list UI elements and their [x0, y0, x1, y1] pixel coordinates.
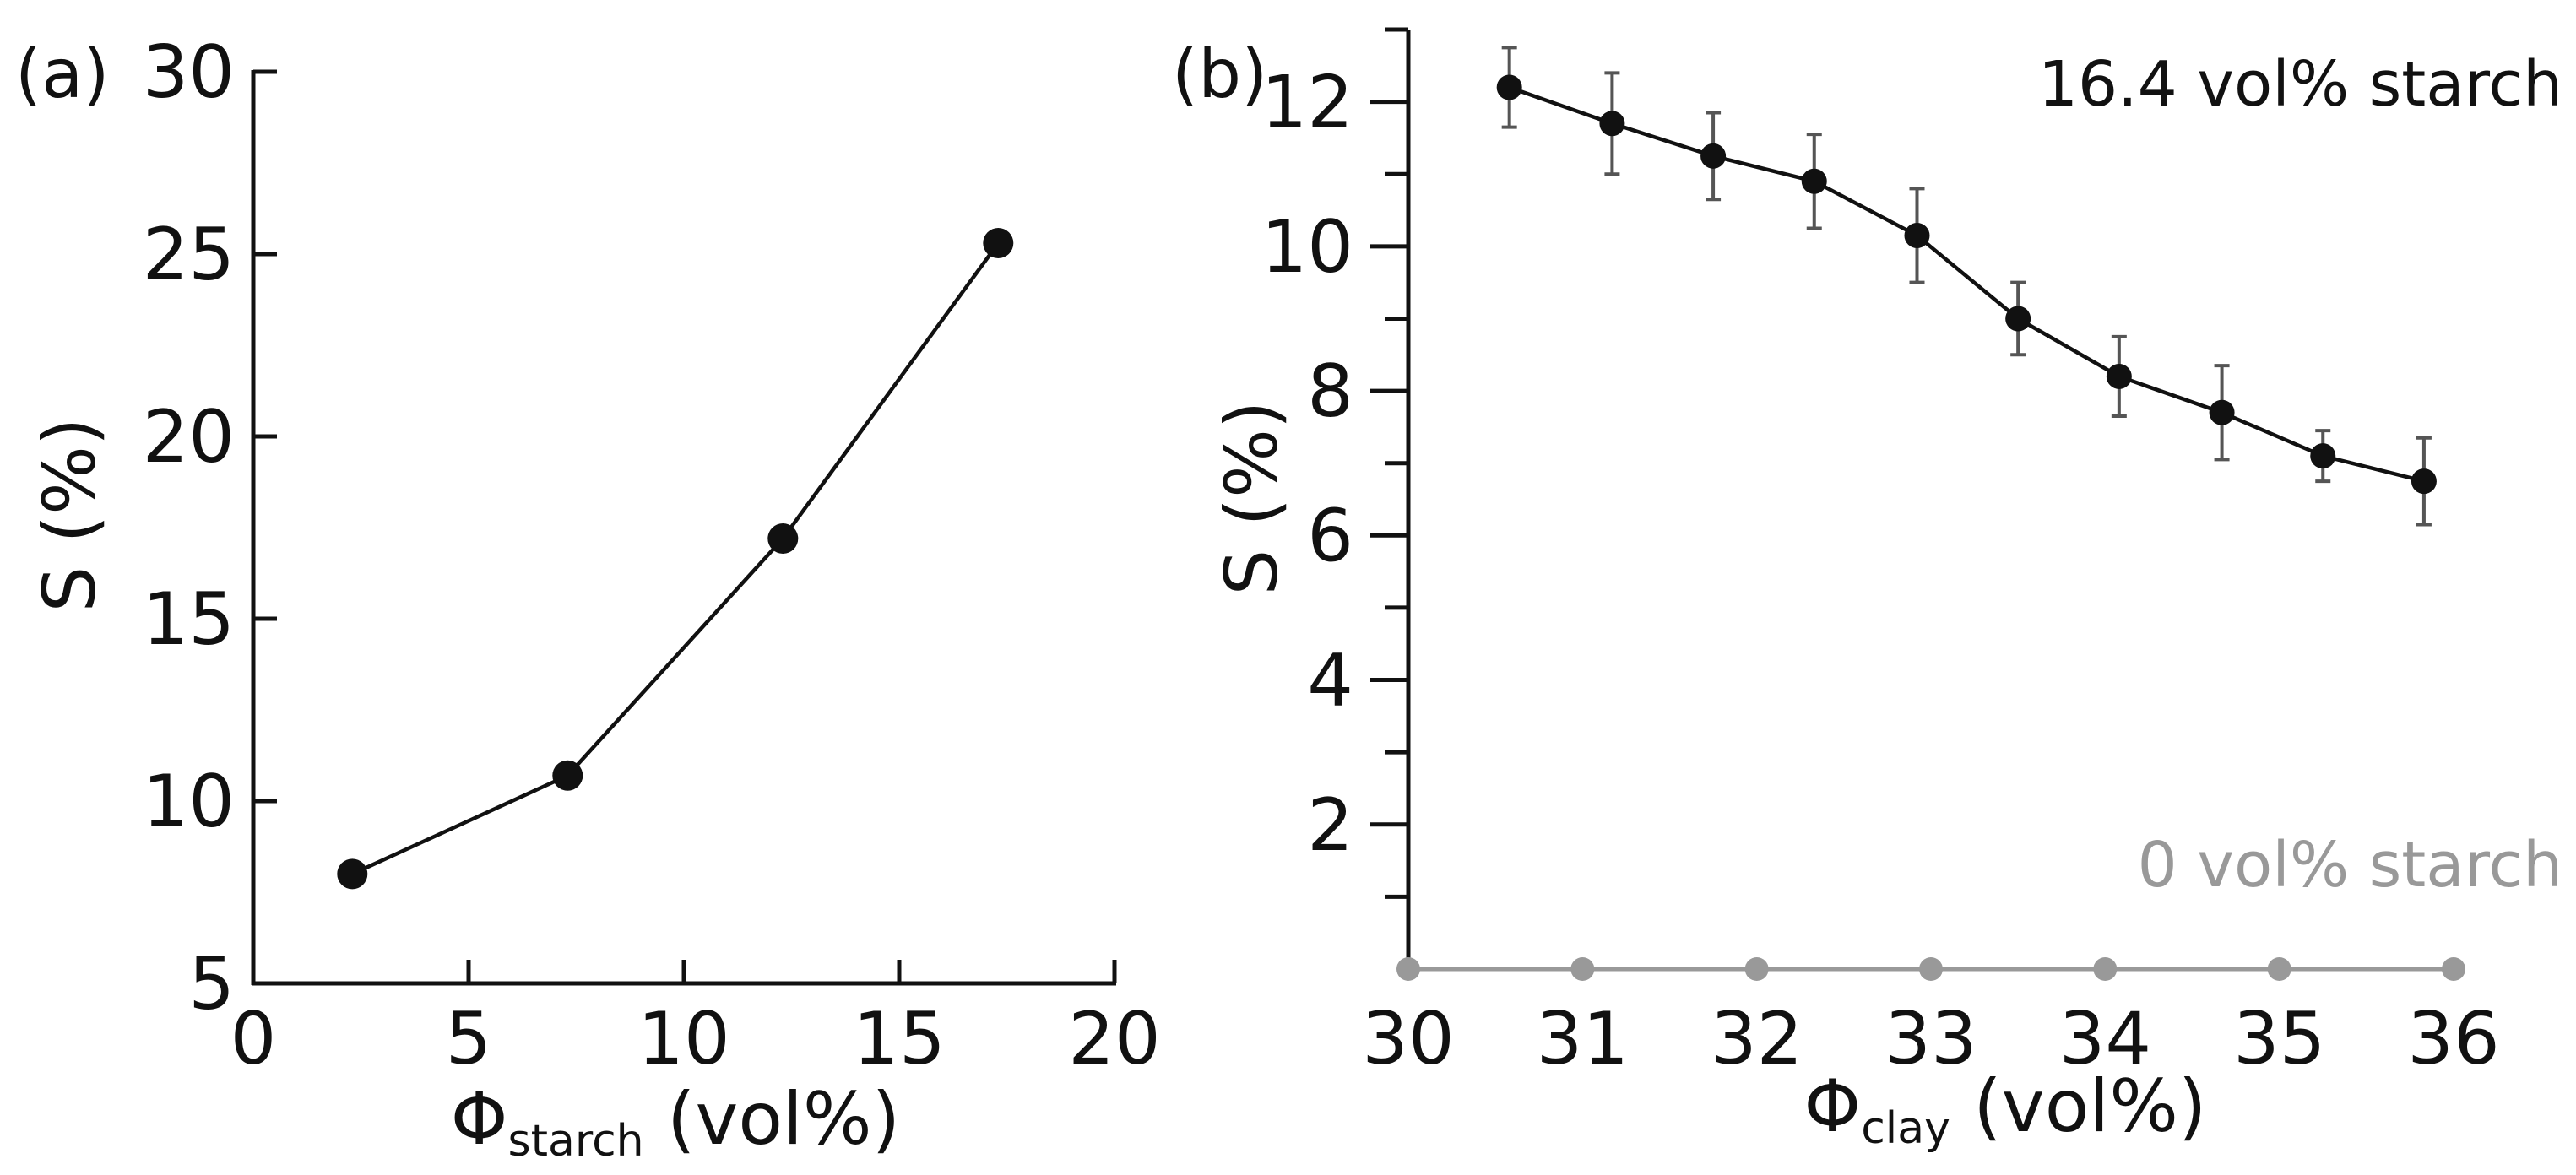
panel-b-baseline-point: [2093, 957, 2118, 981]
panel-b-series-line: [1508, 85, 2425, 484]
panel-b-x-tick-label: 30: [1362, 997, 1454, 1081]
panel-a-xlabel-subscript: starch: [508, 1116, 644, 1167]
panel-b-y-tick-label: 2: [1307, 783, 1353, 868]
panel-a-series: [337, 228, 1014, 890]
panel-b-ticks: 2 4 6 8 10 12 30 31 32 33 34 35 36: [1261, 27, 2500, 1081]
panel-b-data-point: [2106, 363, 2132, 389]
panel-b-x-tick-label: 36: [2407, 997, 2499, 1081]
panel-b-baseline-point: [2267, 957, 2291, 981]
panel-a-data-point: [552, 760, 583, 791]
panel-b-data-point: [2209, 399, 2235, 425]
panel-a-y-tick-label: 10: [143, 760, 235, 844]
panel-b-data-point: [1496, 74, 1522, 100]
panel-b-x-tick-label: 31: [1537, 997, 1629, 1081]
panel-b-annotation-starch-0: 0 vol% starch: [2138, 829, 2562, 902]
panel-b-y-tick-label: 12: [1261, 61, 1353, 145]
panel-a-x-tick-label: 15: [853, 997, 945, 1081]
panel-b-baseline-point: [1396, 957, 1420, 981]
panel-b-ylabel: S (%): [1210, 401, 1294, 596]
panel-b-data-point: [2411, 468, 2437, 495]
panel-b: (b) 2 4 6 8 10 12 30 31 32 33 34 35 36 S (%) Φclay (…: [1172, 27, 2562, 1154]
panel-b-baseline-point: [1919, 957, 1943, 981]
panel-b-x-tick-label: 32: [1711, 997, 1803, 1081]
panel-b-data-point: [1599, 111, 1625, 137]
panel-b-data-point: [1700, 143, 1727, 169]
panel-a-y-tick-label: 30: [143, 30, 235, 115]
panel-b-x-tick-label: 33: [1885, 997, 1977, 1081]
panel-a-data-point: [767, 523, 799, 554]
panel-a-x-tick-label: 0: [230, 997, 277, 1081]
panel-b-x-tick-label: 35: [2233, 997, 2325, 1081]
panel-a-axes: [251, 70, 1116, 986]
panel-a-xlabel-symbol: Φ: [451, 1077, 508, 1161]
panel-b-baseline-point: [1570, 957, 1595, 981]
panel-a-x-tick-label: 5: [446, 997, 492, 1081]
panel-b-y-tick-label: 6: [1307, 494, 1353, 578]
panel-a-y-tick-label: 25: [143, 213, 235, 297]
panel-a-data-point: [983, 228, 1014, 259]
panel-b-series: [1396, 46, 2465, 981]
panel-b-x-tick-label: 34: [2059, 997, 2151, 1081]
panel-b-baseline-point: [1744, 957, 1769, 981]
panel-a-x-tick-label: 20: [1068, 997, 1160, 1081]
panel-b-xlabel-unit: (vol%): [1950, 1064, 2207, 1149]
panel-b-xlabel-symbol: Φ: [1804, 1064, 1862, 1149]
panel-a-ylabel: S (%): [28, 418, 112, 613]
panel-a-xlabel-unit: (vol%): [644, 1077, 901, 1161]
panel-b-annotation-starch-16: 16.4 vol% starch: [2038, 48, 2562, 121]
panel-a-series-line: [351, 241, 1001, 876]
panel-b-baseline-point: [2442, 957, 2465, 981]
panel-a-y-tick-label: 20: [143, 395, 235, 479]
panel-a-xlabel: Φstarch (vol%): [451, 1077, 900, 1167]
panel-a-data-point: [337, 858, 368, 890]
panel-b-xlabel-subscript: clay: [1861, 1103, 1950, 1154]
panel-a-label: (a): [15, 35, 109, 113]
panel-b-y-tick-label: 10: [1261, 205, 1353, 290]
panel-a-y-tick-label: 15: [143, 577, 235, 662]
panel-b-y-tick-label: 4: [1307, 639, 1353, 723]
panel-b-y-tick-label: 8: [1307, 349, 1353, 434]
panel-b-data-point: [2005, 306, 2031, 332]
panel-b-data-point: [1801, 168, 1827, 194]
panel-a-y-tick-label: 5: [188, 942, 235, 1026]
panel-a-x-tick-label: 10: [637, 997, 729, 1081]
panel-b-data-point: [2310, 443, 2336, 469]
panel-b-label: (b): [1172, 35, 1267, 113]
panel-b-xlabel: Φclay (vol%): [1804, 1064, 2207, 1154]
panel-b-data-point: [1904, 223, 1930, 249]
